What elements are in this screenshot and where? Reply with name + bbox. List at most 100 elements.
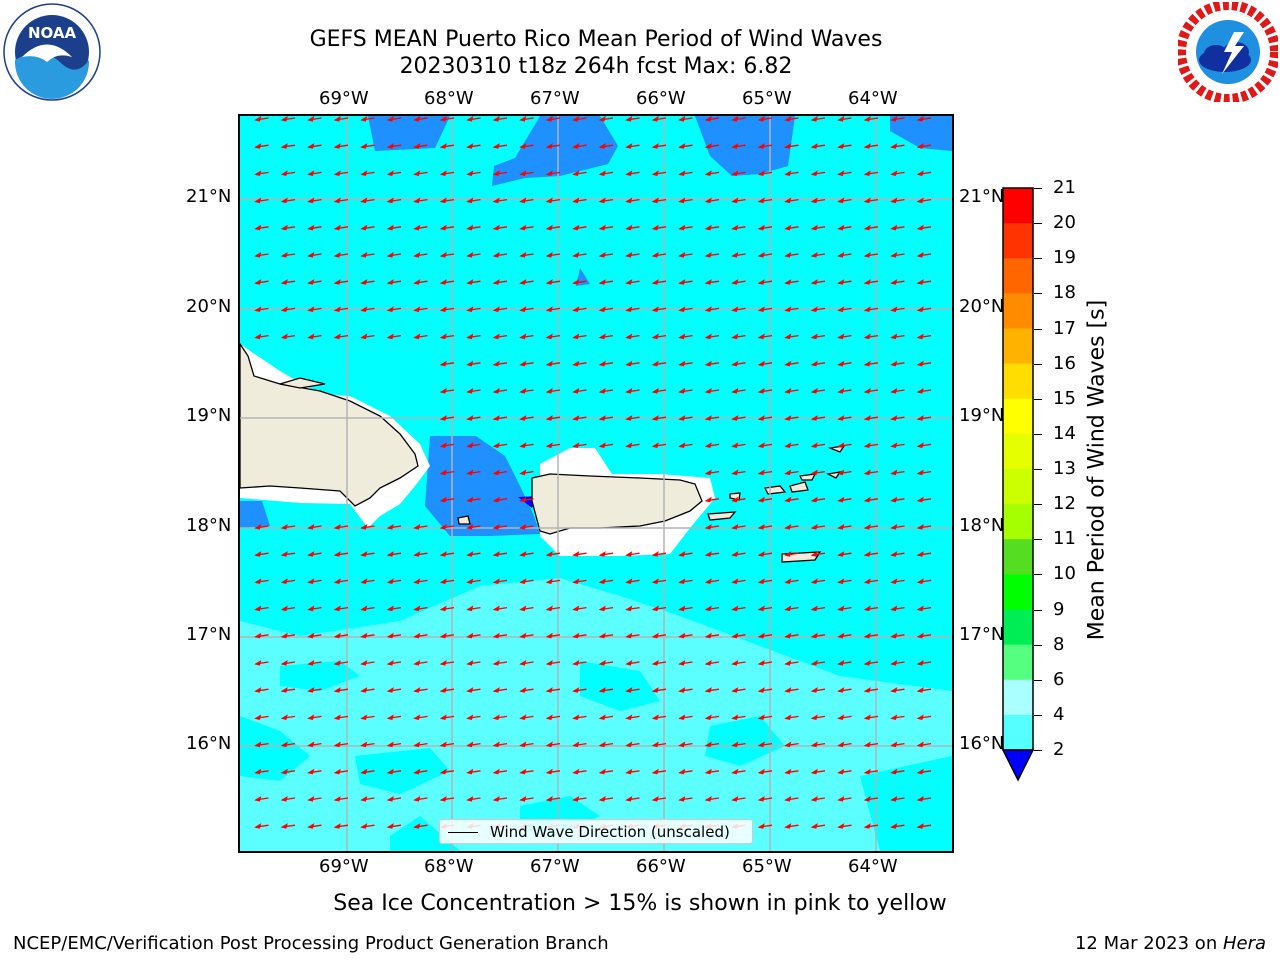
wind-arrow-head	[413, 823, 421, 829]
wind-arrow-head	[598, 442, 606, 449]
wind-arrow-head	[492, 333, 500, 340]
wind-arrow-head	[280, 523, 288, 530]
wind-arrow-head	[890, 116, 898, 122]
legend-line-swatch	[448, 832, 478, 833]
wind-arrow-head	[598, 279, 606, 285]
wind-arrow-head	[810, 551, 818, 557]
wind-arrow-head	[678, 687, 686, 693]
wind-arrow-head	[625, 306, 633, 313]
wind-arrow-head	[439, 551, 447, 557]
wind-arrow-head	[413, 632, 421, 639]
wind-arrow-head	[731, 496, 739, 503]
wind-arrow-head	[492, 632, 500, 639]
wind-arrow-head	[651, 415, 659, 421]
wind-arrow-head	[916, 415, 924, 421]
wind-arrow-head	[519, 224, 527, 231]
wind-arrow-head	[545, 333, 553, 340]
colorbar-tick-label: 19	[1053, 247, 1076, 269]
wind-arrow-head	[890, 714, 898, 721]
wind-arrow-head	[280, 795, 288, 802]
wind-arrow-head	[598, 116, 606, 122]
wind-arrow-head	[757, 415, 765, 421]
wind-arrow-head	[810, 823, 818, 829]
wind-arrow-head	[678, 795, 686, 802]
wind-arrow-head	[837, 170, 845, 177]
wind-arrow-head	[519, 551, 527, 557]
wind-arrow-head	[598, 415, 606, 421]
wind-arrow-head	[625, 143, 633, 149]
wind-arrow-head	[413, 687, 421, 693]
lat-tick-left: 18°N	[186, 515, 232, 536]
wind-arrow-head	[439, 415, 447, 421]
wind-arrow-head	[519, 279, 527, 285]
wind-arrow-head	[757, 224, 765, 231]
wind-arrow-head	[466, 578, 474, 585]
wind-arrow-head	[572, 659, 580, 666]
wind-arrow-head	[413, 143, 421, 149]
wind-arrow-head	[704, 768, 712, 775]
wind-arrow-head	[731, 578, 739, 585]
lat-tick-left: 17°N	[186, 624, 232, 645]
wind-arrow-head	[360, 224, 368, 231]
wind-arrow-head	[863, 415, 871, 421]
wind-arrow-head	[731, 523, 739, 530]
lon-tick-bottom: 67°W	[530, 856, 580, 877]
wind-arrow-head	[254, 795, 262, 802]
wind-arrow-head	[890, 823, 898, 829]
wind-arrow-head	[651, 659, 659, 666]
wind-arrow-head	[254, 714, 262, 721]
colorbar-tick-mark	[1034, 644, 1042, 646]
wind-arrow-head	[572, 306, 580, 313]
wind-arrow-head	[837, 360, 845, 367]
wind-arrow-head	[439, 741, 447, 748]
wind-arrow-head	[545, 306, 553, 313]
wind-arrow-head	[466, 224, 474, 231]
wind-arrow-head	[784, 714, 792, 721]
wind-arrow-head	[704, 360, 712, 367]
wind-arrow-head	[439, 143, 447, 149]
wind-arrow-head	[492, 360, 500, 367]
wind-arrow-head	[678, 170, 686, 177]
wind-arrow-head	[863, 306, 871, 313]
wind-arrow-head	[386, 768, 394, 775]
wind-arrow-head	[757, 333, 765, 340]
wind-arrow-head	[360, 741, 368, 748]
wind-arrow-head	[439, 251, 447, 258]
wind-arrow-head	[545, 197, 553, 204]
wind-arrow-head	[837, 143, 845, 149]
wind-arrow-head	[678, 143, 686, 149]
wind-arrow-head	[625, 116, 633, 122]
wind-arrow-head	[254, 578, 262, 585]
wind-arrow-head	[863, 659, 871, 666]
wind-arrow-head	[466, 469, 474, 476]
wind-arrow-head	[360, 605, 368, 612]
map-panel[interactable]	[238, 114, 954, 853]
wind-arrow-head	[651, 714, 659, 721]
colorbar-tick-mark	[1034, 609, 1042, 611]
wind-arrow-head	[439, 714, 447, 721]
colorbar-tick-label: 21	[1053, 177, 1076, 198]
wind-arrow-head	[916, 469, 924, 476]
wind-arrow-head	[731, 279, 739, 285]
wind-arrow-head	[863, 469, 871, 476]
wind-arrow-head	[386, 306, 394, 313]
wind-arrow-head	[333, 251, 341, 258]
wind-arrow-head	[731, 469, 739, 476]
wind-arrow-head	[519, 768, 527, 775]
wind-arrow-head	[625, 333, 633, 340]
wind-arrow-head	[625, 360, 633, 367]
colorbar-tick-mark	[1034, 188, 1042, 189]
wind-arrow-head	[439, 333, 447, 340]
wind-arrow-head	[810, 387, 818, 394]
wind-arrow-head	[916, 687, 924, 693]
wind-arrow-head	[837, 741, 845, 748]
wind-arrow-head	[572, 360, 580, 367]
wind-arrow-head	[333, 714, 341, 721]
wind-arrow-head	[784, 251, 792, 258]
wind-arrow-head	[598, 687, 606, 693]
wind-arrow-head	[572, 551, 580, 557]
wind-arrow-head	[704, 116, 712, 122]
wind-arrow-head	[572, 197, 580, 204]
wind-arrow-head	[704, 795, 712, 802]
wind-arrow-head	[916, 496, 924, 503]
